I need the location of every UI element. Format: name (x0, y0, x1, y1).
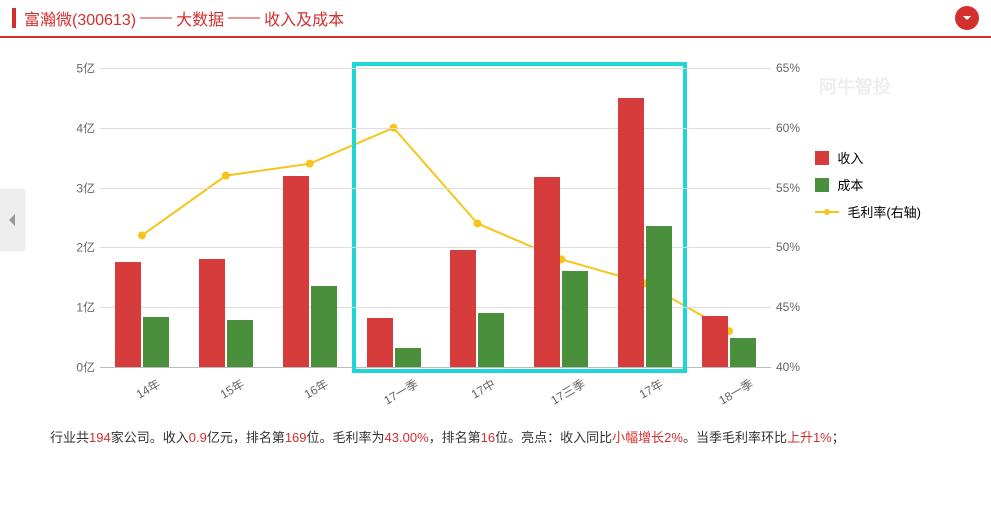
x-label: 17一季 (380, 375, 421, 408)
sep-2: —— (228, 9, 260, 27)
legend-swatch-margin (815, 211, 839, 213)
y-left-label: 4亿 (65, 119, 95, 136)
stock-name: 富瀚微(300613) (24, 6, 136, 30)
y-right-label: 40% (776, 360, 806, 374)
legend-label-revenue: 收入 (837, 148, 863, 167)
chevron-down-icon (961, 12, 973, 24)
bar-group (450, 250, 504, 367)
bar-cost (311, 286, 337, 367)
bar-group (367, 318, 421, 367)
bar-cost (227, 320, 253, 367)
revenue-rank: 169 (285, 430, 307, 445)
bar-revenue (283, 176, 309, 367)
page-header: 富瀚微(300613) —— 大数据 —— 收入及成本 (0, 0, 991, 38)
y-left-label: 2亿 (65, 239, 95, 256)
t: 亿元，排名第 (207, 430, 285, 445)
t: ，排名第 (429, 430, 481, 445)
margin-val: 43.00% (385, 430, 429, 445)
y-right-label: 60% (776, 121, 806, 135)
plot-area: 收入 成本 毛利率(右轴) 阿牛智投 0亿1亿2亿3亿4亿5亿40%45%50%… (100, 68, 771, 368)
bar-group (618, 98, 672, 367)
margin-rank: 16 (481, 430, 495, 445)
bar-group (534, 177, 588, 367)
x-label: 14年 (133, 375, 163, 402)
bar-cost (646, 226, 672, 367)
highlight-growth: 小幅增长2% (612, 430, 683, 445)
x-label: 17三季 (548, 375, 589, 408)
bar-group (702, 316, 756, 367)
t: ； (832, 430, 845, 445)
y-left-label: 3亿 (65, 179, 95, 196)
legend-swatch-revenue (815, 151, 829, 165)
x-label: 17年 (636, 375, 666, 402)
t: 。当季毛利率环比 (683, 430, 787, 445)
legend-label-cost: 成本 (837, 175, 863, 194)
bar-revenue (450, 250, 476, 367)
bar-group (115, 262, 169, 367)
legend-cost: 成本 (815, 175, 921, 194)
y-left-label: 5亿 (65, 60, 95, 77)
segment-rev-cost: 收入及成本 (264, 6, 344, 30)
bar-revenue (367, 318, 393, 367)
t: 家公司。收入 (111, 430, 189, 445)
header-accent-bar (12, 8, 16, 28)
bar-cost (143, 317, 169, 367)
company-count: 194 (89, 430, 111, 445)
highlight-margin: 上升1% (787, 430, 832, 445)
triangle-left-icon (7, 213, 17, 227)
summary-text: 行业共194家公司。收入0.9亿元，排名第169位。毛利率为43.00%，排名第… (50, 428, 941, 449)
t: 位。毛利率为 (307, 430, 385, 445)
bar-revenue (115, 262, 141, 367)
x-label: 16年 (300, 375, 330, 402)
bar-group (283, 176, 337, 367)
y-left-label: 0亿 (65, 359, 95, 376)
bar-revenue (702, 316, 728, 367)
y-left-label: 1亿 (65, 299, 95, 316)
bar-cost (395, 348, 421, 367)
collapse-button[interactable] (955, 6, 979, 30)
legend-swatch-cost (815, 178, 829, 192)
legend-revenue: 收入 (815, 148, 921, 167)
t: 位。亮点：收入同比 (495, 430, 612, 445)
gridline (100, 68, 771, 69)
t: 行业共 (50, 430, 89, 445)
revenue-cost-chart: 收入 成本 毛利率(右轴) 阿牛智投 0亿 1亿 2亿 3亿 4亿 5亿 40% 45% 50%… (60, 58, 931, 418)
bar-revenue (534, 177, 560, 367)
x-label: 18一季 (715, 375, 756, 408)
bar-revenue (199, 259, 225, 367)
y-right-label: 55% (776, 181, 806, 195)
prev-handle[interactable] (0, 190, 24, 250)
legend-margin: 毛利率(右轴) (815, 202, 921, 221)
x-label: 17中 (468, 375, 498, 402)
bar-revenue (618, 98, 644, 367)
revenue-val: 0.9 (189, 430, 207, 445)
legend-label-margin: 毛利率(右轴) (847, 202, 921, 221)
chart-legend: 收入 成本 毛利率(右轴) (815, 148, 921, 229)
watermark: 阿牛智投 (819, 73, 891, 99)
y-right-label: 45% (776, 300, 806, 314)
segment-bigdata: 大数据 (176, 6, 224, 30)
x-label: 15年 (217, 375, 247, 402)
header-title: 富瀚微(300613) —— 大数据 —— 收入及成本 (24, 6, 344, 30)
y-right-label: 65% (776, 61, 806, 75)
bar-group (199, 259, 253, 367)
bar-cost (562, 271, 588, 367)
bar-cost (478, 313, 504, 367)
y-right-label: 50% (776, 240, 806, 254)
bar-cost (730, 338, 756, 367)
sep-1: —— (140, 9, 172, 27)
